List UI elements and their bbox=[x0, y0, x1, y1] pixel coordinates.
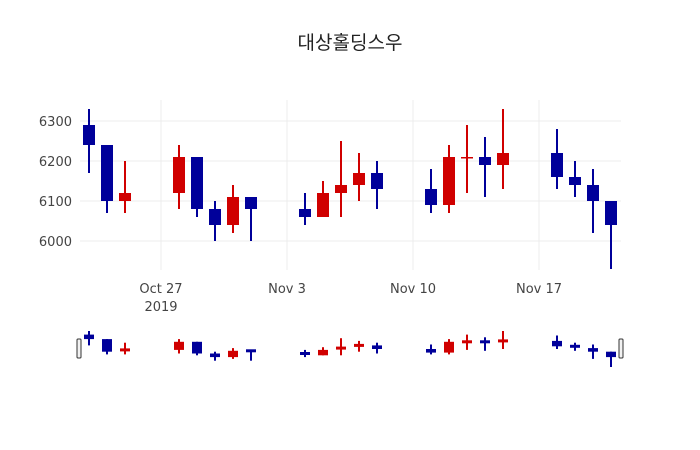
candle[interactable] bbox=[371, 161, 383, 209]
candle[interactable] bbox=[101, 145, 113, 213]
slider-candle bbox=[498, 331, 508, 349]
slider-candle bbox=[336, 338, 346, 356]
candle[interactable] bbox=[227, 185, 239, 233]
range-slider[interactable] bbox=[76, 331, 624, 367]
range-slider-right-handle[interactable] bbox=[618, 338, 624, 359]
candle[interactable] bbox=[245, 197, 257, 241]
range-slider-left-handle[interactable] bbox=[76, 338, 82, 359]
candle[interactable] bbox=[173, 145, 185, 209]
candle[interactable] bbox=[83, 109, 95, 173]
x-tick-label: Nov 17 bbox=[516, 282, 562, 297]
x-tick-label: Oct 27 bbox=[139, 282, 182, 297]
y-axis: 6000 6100 6200 6300 bbox=[39, 115, 72, 250]
slider-candle bbox=[570, 342, 580, 351]
range-slider-candles bbox=[84, 331, 616, 367]
slider-candle bbox=[102, 339, 112, 355]
slider-candle bbox=[354, 340, 364, 352]
x-tick-label: Nov 3 bbox=[268, 282, 306, 297]
slider-candle bbox=[84, 331, 94, 346]
candle[interactable] bbox=[317, 181, 329, 217]
x-tick-year-label: 2019 bbox=[144, 300, 177, 315]
slider-candle bbox=[588, 344, 598, 359]
slider-candle bbox=[246, 349, 256, 361]
candle[interactable] bbox=[551, 129, 563, 189]
main-candles[interactable] bbox=[83, 109, 617, 269]
slider-candle bbox=[480, 337, 490, 351]
slider-candle bbox=[606, 351, 616, 367]
slider-candle bbox=[372, 342, 382, 354]
y-tick-label: 6100 bbox=[39, 195, 72, 210]
grid-lines bbox=[80, 100, 621, 270]
x-tick-label: Nov 10 bbox=[390, 282, 436, 297]
slider-candle bbox=[210, 351, 220, 361]
candle[interactable] bbox=[353, 153, 365, 201]
slider-candle bbox=[552, 335, 562, 349]
candle[interactable] bbox=[119, 161, 131, 213]
candle[interactable] bbox=[425, 169, 437, 213]
candle[interactable] bbox=[497, 109, 509, 189]
candle[interactable] bbox=[587, 169, 599, 233]
candle[interactable] bbox=[569, 161, 581, 197]
chart-title: 대상홀딩스우 bbox=[297, 32, 403, 54]
slider-candle bbox=[120, 342, 130, 355]
y-tick-label: 6300 bbox=[39, 115, 72, 130]
candle[interactable] bbox=[605, 201, 617, 269]
slider-candle bbox=[426, 344, 436, 355]
candle[interactable] bbox=[461, 125, 473, 193]
candle[interactable] bbox=[209, 201, 221, 241]
slider-candle bbox=[300, 349, 310, 358]
slider-candle bbox=[444, 339, 454, 355]
slider-candle bbox=[462, 334, 472, 350]
x-axis: Oct 27 2019 Nov 3 Nov 10 Nov 17 bbox=[139, 282, 562, 315]
candle[interactable] bbox=[479, 137, 491, 197]
candle[interactable] bbox=[299, 193, 311, 225]
slider-candle bbox=[174, 339, 184, 354]
candle[interactable] bbox=[335, 141, 347, 217]
y-tick-label: 6200 bbox=[39, 155, 72, 170]
y-tick-label: 6000 bbox=[39, 235, 72, 250]
candle[interactable] bbox=[443, 145, 455, 213]
slider-candle bbox=[228, 348, 238, 359]
slider-candle bbox=[318, 347, 328, 356]
candle[interactable] bbox=[191, 157, 203, 217]
slider-candle bbox=[192, 341, 202, 356]
